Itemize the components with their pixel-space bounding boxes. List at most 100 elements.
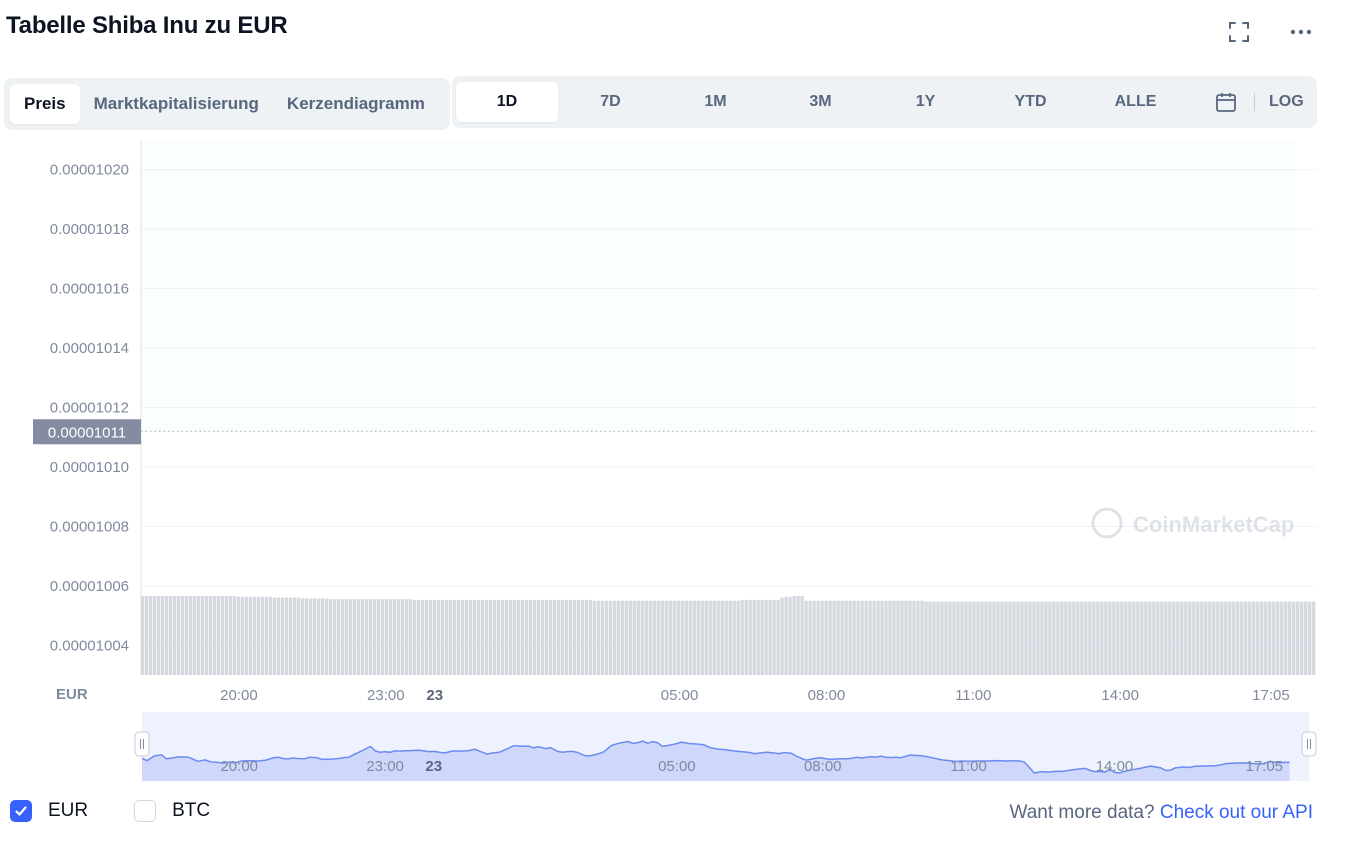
navigator-tick-label: 20:00 [220,758,258,775]
tab-7d[interactable]: 7D [600,93,621,110]
volume-bar [872,600,876,675]
volume-bar [660,600,664,675]
volume-bar [812,600,816,675]
volume-bar [1144,601,1148,675]
volume-bars [141,596,1316,675]
volume-bar [1108,601,1112,675]
volume-bar [1136,601,1140,675]
volume-bar [1292,601,1296,675]
volume-bar [792,596,796,675]
volume-bar [724,600,728,675]
volume-bar [320,598,325,675]
volume-bar [1124,601,1128,675]
volume-bar [1036,601,1040,675]
volume-bar [1200,601,1204,675]
volume-bar [924,601,928,675]
tab-1d[interactable]: 1D [456,82,558,122]
volume-bar [412,599,417,675]
tab-1m[interactable]: 1M [704,93,727,110]
volume-bar [952,601,956,675]
api-link[interactable]: Check out our API [1159,802,1313,823]
navigator-tick-label: 23:00 [366,758,404,775]
navigator-tick-label: 23 [425,758,442,775]
volume-bar [1204,601,1208,675]
volume-bar [680,600,684,675]
tab-1y[interactable]: 1Y [915,93,936,110]
volume-bar [240,596,245,675]
volume-bar [1128,601,1132,675]
volume-bar [1220,601,1224,675]
fullscreen-icon[interactable] [1225,18,1253,46]
volume-bar [816,600,820,675]
volume-bar [420,599,425,675]
navigator-line [141,740,1290,774]
tab-kerzendiagramm[interactable]: Kerzendiagramm [286,94,425,113]
navigator-handle-right[interactable] [1301,731,1317,757]
volume-bar [576,599,581,675]
volume-bar [560,599,565,675]
volume-bar [1268,601,1272,675]
volume-bar [336,599,341,675]
volume-bar [1288,601,1292,675]
volume-bar [636,600,640,675]
volume-bar [1152,601,1156,675]
legend-checkbox-eur[interactable] [10,800,32,822]
volume-bar [452,599,457,675]
volume-bar [544,599,549,675]
y-tick-label: 0.00001008 [50,518,129,535]
volume-bar [476,599,481,675]
calendar-icon[interactable] [1206,91,1246,113]
volume-bar [848,600,852,675]
volume-bar [400,599,405,675]
volume-bar [284,597,289,675]
volume-bar [860,600,864,675]
volume-bar [356,599,361,675]
volume-bar [460,599,465,675]
volume-bar [264,596,269,675]
volume-bar [304,598,309,675]
tab-3m[interactable]: 3M [809,93,832,110]
volume-bar [588,599,593,675]
volume-bar [1176,601,1180,675]
x-tick-label: 11:00 [955,687,991,704]
divider [1254,93,1255,111]
tab-marktkapitalisierung[interactable]: Marktkapitalisierung [93,94,259,113]
volume-bar [1116,601,1120,675]
volume-bar [824,600,828,675]
x-tick-label: 23:00 [367,687,405,704]
legend: EUR BTC [10,800,256,822]
volume-bar [1032,601,1036,675]
navigator-handle-left[interactable] [134,731,150,757]
volume-bar [1080,601,1084,675]
volume-bar [960,601,964,675]
volume-bar [896,600,900,675]
more-icon[interactable] [1287,18,1315,46]
log-toggle[interactable]: LOG [1269,93,1304,110]
legend-checkbox-btc[interactable] [134,800,157,822]
volume-bar [192,596,197,675]
volume-bar [648,600,652,675]
watermark: CoinMarketCap [1091,507,1294,539]
volume-bar [308,598,313,675]
volume-bar [644,600,648,675]
volume-bar [876,600,880,675]
volume-bar [1000,601,1004,675]
volume-bar [596,600,601,675]
volume-bar [1132,601,1136,675]
volume-bar [512,599,517,675]
volume-bar [1088,601,1092,675]
volume-bar [448,599,453,675]
tab-ytd[interactable]: YTD [1014,93,1047,110]
volume-bar [796,596,800,675]
x-tick-label: 05:00 [661,687,699,704]
volume-bar [1044,601,1048,675]
tab-alle[interactable]: ALLE [1114,93,1157,110]
tab-preis[interactable]: Preis [10,84,80,124]
volume-bar [732,600,736,675]
volume-bar [216,596,221,675]
volume-bar [996,601,1000,675]
page-title: Tabelle Shiba Inu zu EUR [6,12,288,39]
volume-bar [708,600,712,675]
volume-bar [988,601,992,675]
volume-bar [736,600,740,675]
